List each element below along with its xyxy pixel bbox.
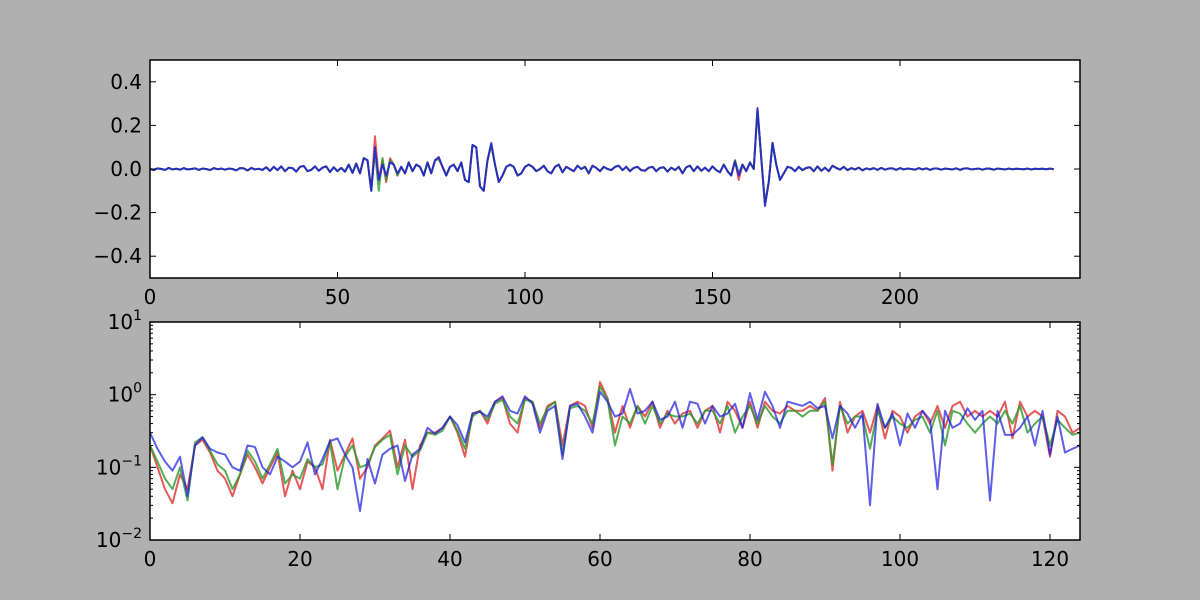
x-tick-label: 150 [693, 285, 731, 309]
y-tick-label: −0.4 [93, 244, 142, 268]
y-tick-label: −0.2 [93, 201, 142, 225]
y-tick-label: 10−1 [96, 453, 142, 479]
x-tick-label: 80 [737, 547, 762, 571]
y-tick-label: 0.0 [110, 157, 142, 181]
x-tick-label: 100 [506, 285, 544, 309]
x-tick-label: 0 [144, 285, 157, 309]
axes-frame [149, 321, 1081, 541]
series-group [150, 380, 1080, 513]
bottom-panel-log-plot: 0 20 40 60 80 100 120 10−2 10−1 100 101 [96, 308, 1081, 571]
series-group [150, 106, 1054, 208]
x-tick-label: 40 [437, 547, 462, 571]
top-panel-signal-plot: 0 50 100 150 200 −0.4 −0.2 0.0 0.2 0.4 [93, 59, 1081, 309]
y-tick-label: 0.4 [110, 70, 142, 94]
x-tick-label: 20 [287, 547, 312, 571]
y-tick-label: 100 [108, 381, 142, 407]
y-tick-label: 0.2 [110, 113, 142, 137]
x-tick-label: 100 [881, 547, 919, 571]
x-tick-label: 120 [1031, 547, 1069, 571]
series-line-3 [150, 387, 1080, 513]
series-line-2 [150, 385, 1080, 502]
series-line-3 [150, 106, 1054, 208]
y-tick-label: 10−2 [96, 526, 142, 552]
x-tick-label: 200 [881, 285, 919, 309]
x-tick-label: 0 [144, 547, 157, 571]
x-tick-label: 60 [587, 547, 612, 571]
x-tick-label: 50 [325, 285, 350, 309]
y-tick-label: 101 [108, 308, 142, 334]
